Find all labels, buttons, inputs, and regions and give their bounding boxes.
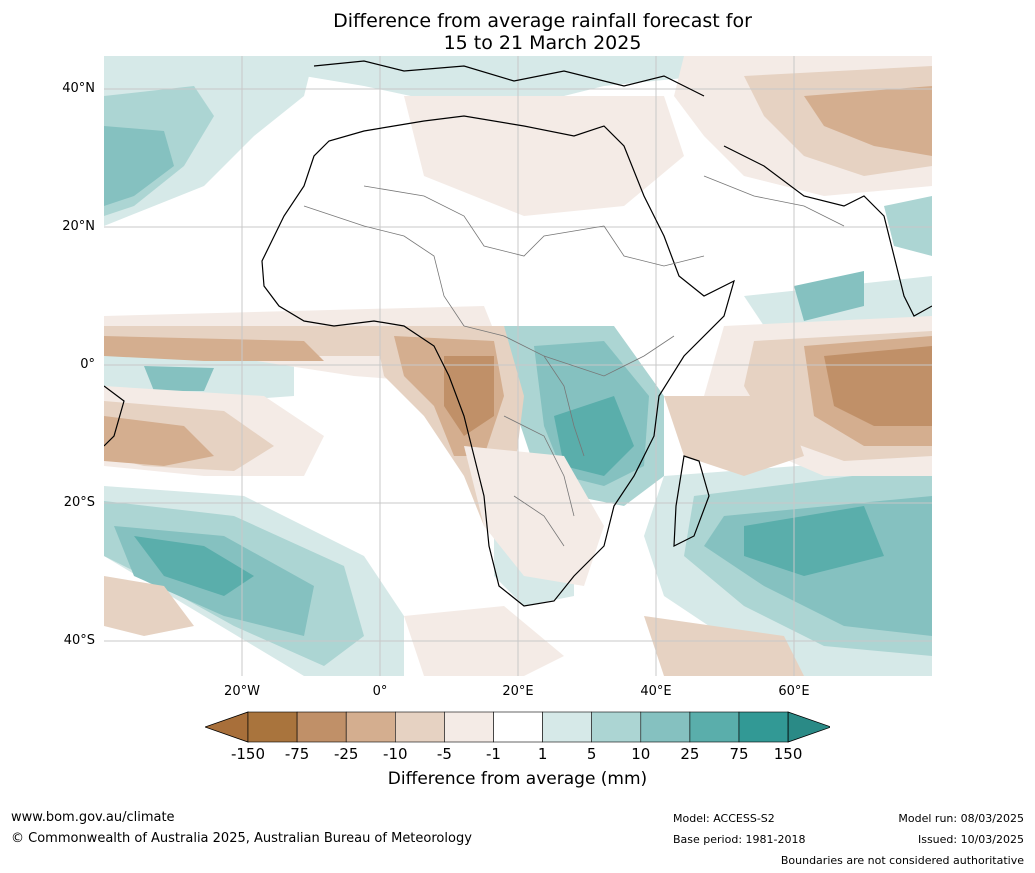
website-link[interactable]: www.bom.gov.au/climate [11, 810, 175, 825]
colorbar-swatch [689, 711, 740, 743]
lat-label-20n: 20°N [62, 219, 95, 234]
map-gridlines [104, 56, 932, 676]
colorbar-swatches [203, 711, 833, 743]
colorbar-tick-label: -10 [383, 745, 408, 763]
map-canvas [104, 56, 932, 676]
lat-label-40n: 40°N [62, 81, 95, 96]
colorbar-tick-label: -25 [333, 745, 359, 763]
lon-label-60e: 60°E [778, 684, 810, 699]
colorbar-tick-label: -75 [284, 745, 310, 763]
colorbar-extend-low [203, 711, 249, 743]
colorbar-swatch [345, 711, 396, 743]
national-boundaries [303, 175, 845, 547]
rainfall-anomaly-map [104, 56, 932, 676]
lon-label-20w: 20°W [224, 684, 260, 699]
colorbar-swatch [395, 711, 445, 743]
model-run-date: Model run: 08/03/2025 [898, 812, 1024, 825]
map-title: Difference from average rainfall forecas… [0, 10, 1035, 54]
coastlines [104, 60, 932, 607]
boundaries-disclaimer: Boundaries are not considered authoritat… [780, 854, 1024, 867]
colorbar-tick-label: -1 [486, 745, 501, 763]
wet-anomaly-regions [104, 56, 932, 676]
colorbar-tick-label: 25 [680, 745, 700, 763]
colorbar-tick-label: 5 [586, 745, 597, 763]
colorbar-swatch [247, 711, 298, 743]
issued-date: Issued: 10/03/2025 [917, 833, 1024, 846]
colorbar-tick-label: -5 [436, 745, 452, 763]
colorbar-swatch [444, 711, 494, 743]
colorbar-tick-label: 10 [631, 745, 651, 763]
colorbar-swatch [542, 711, 593, 743]
dry-anomaly-regions [104, 56, 932, 676]
colorbar-tick-label: 75 [729, 745, 749, 763]
copyright-notice: © Commonwealth of Australia 2025, Austra… [11, 831, 472, 846]
colorbar-swatch [591, 711, 642, 743]
title-line-2: 15 to 21 March 2025 [443, 32, 642, 54]
colorbar-label: Difference from average (mm) [387, 769, 648, 789]
colorbar-swatch [738, 711, 789, 743]
lat-label-40s: 40°S [63, 633, 95, 648]
base-period: Base period: 1981-2018 [673, 833, 806, 846]
colorbar-swatch [640, 711, 691, 743]
lon-label-40e: 40°E [640, 684, 672, 699]
lon-label-20e: 20°E [502, 684, 534, 699]
colorbar-tick-label: 1 [537, 745, 548, 763]
lat-label-equator: 0° [80, 357, 95, 372]
colorbar [203, 711, 833, 743]
title-line-1: Difference from average rainfall forecas… [333, 10, 752, 32]
colorbar-tick-label: 150 [773, 745, 803, 763]
colorbar-tick-label: -150 [230, 745, 266, 763]
colorbar-swatch [296, 711, 347, 743]
colorbar-extend-high [787, 711, 833, 743]
colorbar-swatch [493, 711, 543, 743]
lat-label-20s: 20°S [63, 495, 95, 510]
model-name: Model: ACCESS-S2 [673, 812, 775, 825]
lon-label-0: 0° [372, 684, 388, 699]
